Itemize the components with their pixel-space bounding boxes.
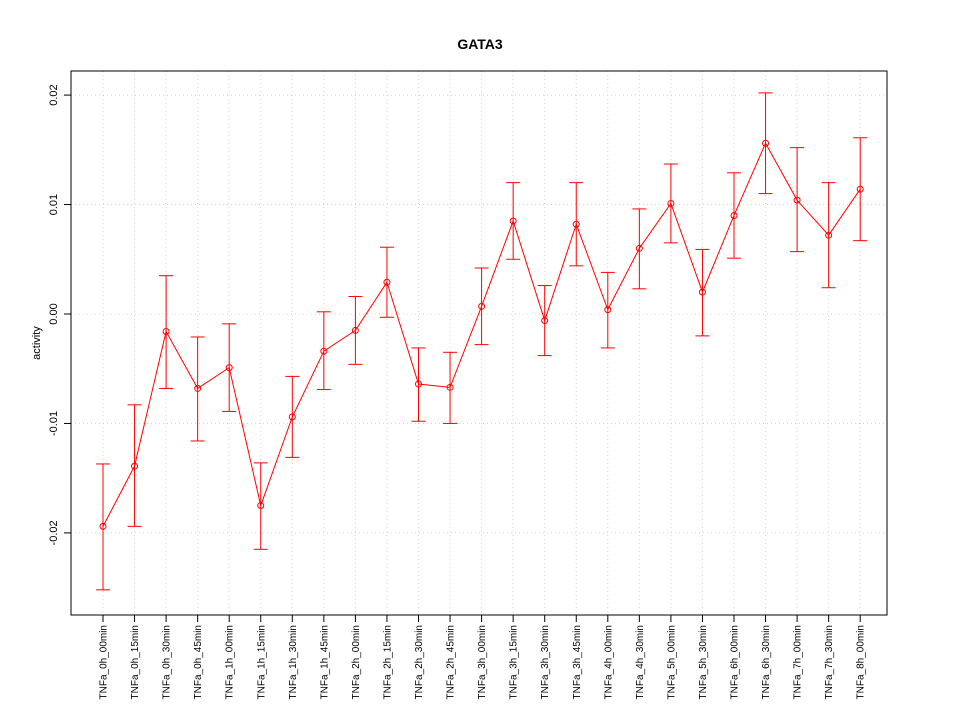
data-point bbox=[667, 199, 675, 207]
y-tick-label: -0.01 bbox=[48, 411, 60, 436]
y-axis: -0.02 -0.01 0.00 0.01 0.02 bbox=[48, 84, 71, 545]
y-tick-label: -0.02 bbox=[48, 520, 60, 545]
data-point bbox=[730, 211, 738, 219]
x-tick-label: TNFa_8h_00min bbox=[856, 625, 867, 699]
x-tick-label: TNFa_6h_30min bbox=[761, 625, 772, 699]
data-point bbox=[856, 185, 864, 193]
x-tick-label: TNFa_2h_30min bbox=[414, 625, 425, 699]
x-tick-label: TNFa_0h_30min bbox=[162, 625, 173, 699]
x-tick-label: TNFa_1h_15min bbox=[256, 625, 267, 699]
y-axis-label: activity bbox=[31, 326, 43, 360]
data-series bbox=[99, 139, 864, 530]
chart-title: GATA3 bbox=[457, 36, 503, 52]
series-line bbox=[102, 142, 861, 527]
data-point bbox=[131, 462, 139, 470]
data-point bbox=[415, 380, 422, 388]
data-point bbox=[541, 317, 549, 325]
x-tick-label: TNFa_1h_45min bbox=[319, 625, 330, 699]
x-tick-label: TNFa_3h_45min bbox=[572, 625, 583, 699]
x-tick-label: TNFa_2h_45min bbox=[446, 625, 457, 699]
x-tick-label: TNFa_5h_30min bbox=[698, 625, 709, 699]
x-tick-label: TNFa_0h_45min bbox=[193, 625, 204, 699]
grid-lines bbox=[71, 71, 887, 615]
y-tick-label: 0.01 bbox=[48, 194, 60, 215]
x-tick-label: TNFa_3h_15min bbox=[509, 625, 520, 699]
data-point bbox=[162, 328, 170, 336]
x-tick-label: TNFa_3h_30min bbox=[540, 625, 551, 699]
x-tick-label: TNFa_1h_00min bbox=[225, 625, 236, 699]
x-tick-label: TNFa_0h_00min bbox=[99, 625, 110, 699]
data-point bbox=[194, 384, 202, 392]
x-tick-label: TNFa_7h_30min bbox=[824, 625, 835, 699]
x-tick-label: TNFa_5h_00min bbox=[666, 625, 677, 699]
x-tick-label: TNFa_2h_00min bbox=[351, 625, 362, 699]
x-axis: TNFa_0h_00min TNFa_0h_15min TNFa_0h_30min T… bbox=[99, 615, 867, 699]
data-point bbox=[825, 231, 833, 239]
data-point bbox=[762, 139, 770, 147]
y-tick-label: 0.00 bbox=[48, 303, 60, 324]
data-point bbox=[446, 383, 454, 391]
data-point bbox=[604, 306, 612, 314]
data-point bbox=[351, 326, 359, 334]
data-point bbox=[225, 364, 233, 372]
data-point bbox=[509, 217, 517, 225]
data-point bbox=[288, 413, 296, 421]
x-tick-label: TNFa_7h_00min bbox=[793, 625, 804, 699]
data-point bbox=[793, 196, 801, 204]
x-tick-label: TNFa_4h_00min bbox=[603, 625, 614, 699]
data-point bbox=[572, 220, 580, 228]
x-tick-label: TNFa_2h_15min bbox=[382, 625, 393, 699]
data-point bbox=[99, 522, 107, 530]
x-tick-label: TNFa_0h_15min bbox=[130, 625, 141, 699]
x-tick-label: TNFa_4h_30min bbox=[635, 625, 646, 699]
data-point bbox=[698, 288, 706, 296]
x-tick-label: TNFa_1h_30min bbox=[288, 625, 299, 699]
data-point bbox=[478, 302, 486, 310]
data-point bbox=[635, 244, 643, 252]
data-point bbox=[257, 502, 265, 510]
data-point bbox=[383, 278, 391, 286]
x-tick-label: TNFa_6h_00min bbox=[730, 625, 741, 699]
x-tick-label: TNFa_3h_00min bbox=[477, 625, 488, 699]
y-tick-label: 0.02 bbox=[48, 84, 60, 105]
plot-frame bbox=[70, 70, 888, 616]
data-point bbox=[320, 347, 328, 355]
